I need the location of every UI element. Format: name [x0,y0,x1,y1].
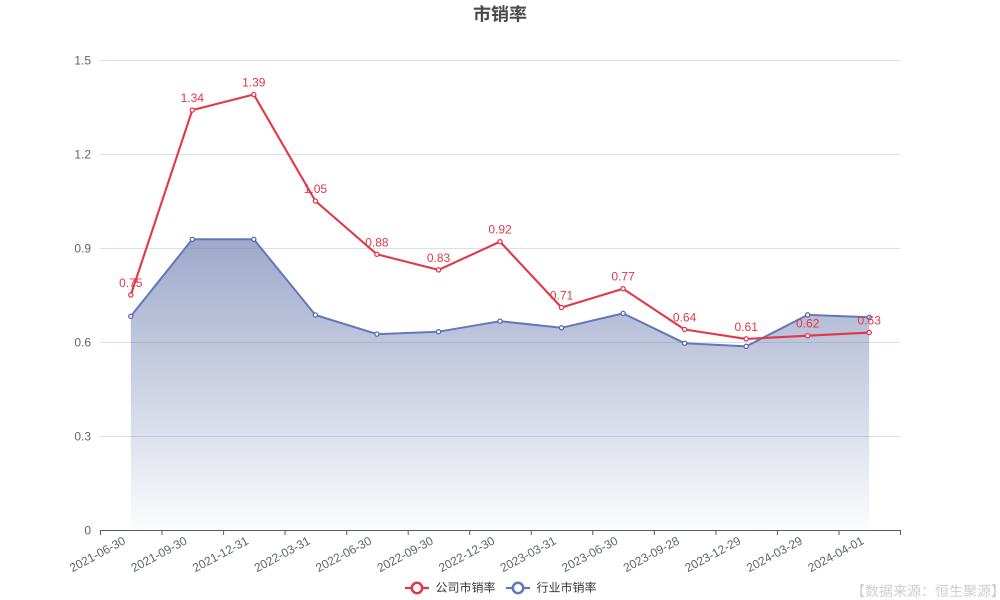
svg-text:0.75: 0.75 [119,276,143,290]
svg-text:1.34: 1.34 [181,91,205,105]
svg-text:0.9: 0.9 [74,241,91,255]
svg-text:0: 0 [84,523,91,537]
svg-text:0.71: 0.71 [550,289,574,303]
svg-text:0.88: 0.88 [365,235,389,249]
svg-text:0.61: 0.61 [735,320,759,334]
svg-text:0.64: 0.64 [673,311,697,325]
svg-text:0.83: 0.83 [427,251,451,265]
svg-text:0.92: 0.92 [488,223,512,237]
svg-text:1.39: 1.39 [242,76,266,90]
svg-text:1.2: 1.2 [74,147,91,161]
svg-text:0.63: 0.63 [858,314,882,328]
svg-text:0.62: 0.62 [796,317,820,331]
svg-text:1.5: 1.5 [74,53,91,67]
svg-text:0.77: 0.77 [611,270,635,284]
svg-text:0.6: 0.6 [74,335,91,349]
svg-text:0.3: 0.3 [74,429,91,443]
